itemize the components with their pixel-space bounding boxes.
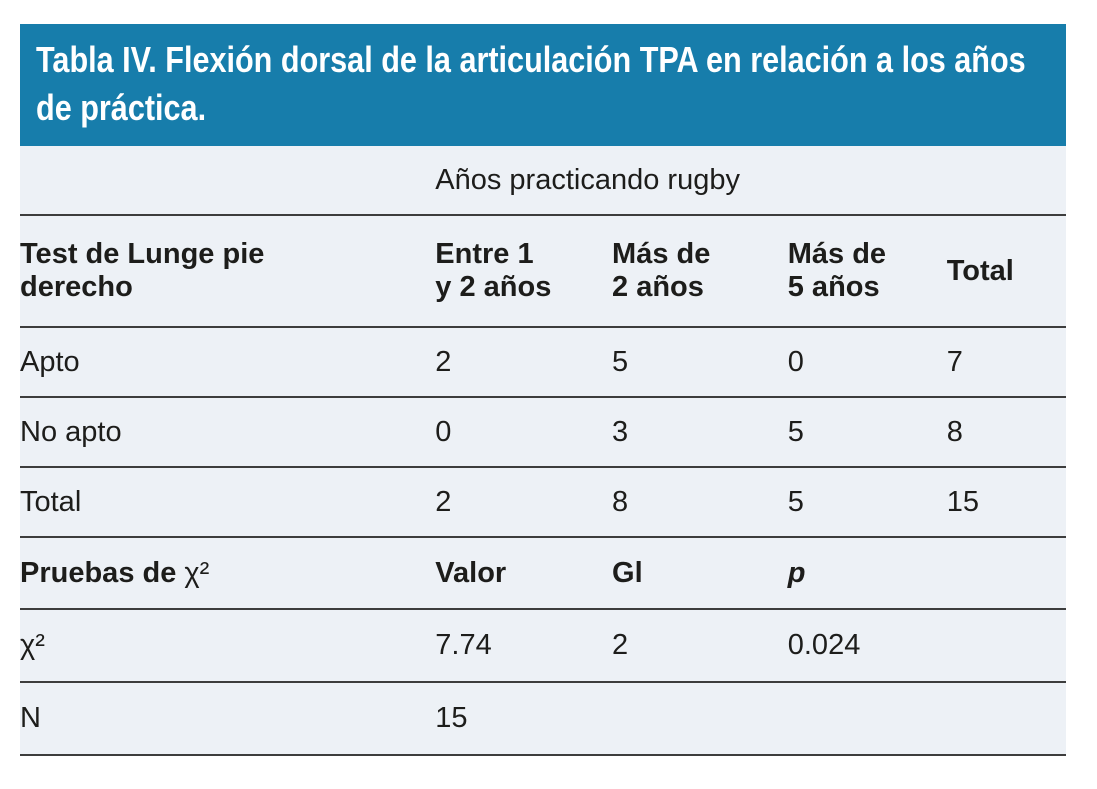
value-cell: 5 — [612, 345, 629, 378]
value-cell: 8 — [946, 415, 963, 448]
chi-header-gl: Gl — [612, 556, 643, 589]
value-cell — [947, 609, 1066, 682]
value-cell: 5 — [787, 415, 804, 448]
column-header-test-lunge: Test de Lunge pie derecho — [20, 238, 265, 303]
table-row-apto: Apto 2 5 0 7 — [20, 327, 1066, 397]
value-cell: 0.024 — [787, 629, 861, 661]
chi-symbol: χ² — [184, 556, 210, 589]
value-cell: 7 — [946, 345, 963, 378]
column-header-mas-2: Más de 2 años — [612, 238, 711, 303]
column-header-entre-1-2: Entre 1 y 2 años — [435, 238, 552, 303]
group-header-row: Años practicando rugby — [20, 146, 1066, 215]
value-cell — [612, 682, 788, 755]
value-cell: 2 — [435, 345, 452, 378]
chi-squared-header-row: Pruebas de χ² Valor Gl p — [20, 537, 1066, 609]
value-cell — [788, 682, 947, 755]
empty-cell — [947, 146, 1066, 215]
table-row-n: N 15 — [20, 682, 1066, 755]
value-cell — [947, 682, 1066, 755]
empty-cell — [947, 537, 1066, 609]
table-row-no-apto: No apto 0 3 5 8 — [20, 397, 1066, 467]
value-cell: 2 — [435, 485, 452, 518]
row-label-cell: χ² — [20, 629, 45, 661]
group-header-cell: Años practicando rugby — [435, 163, 740, 196]
chi-header-valor: Valor — [435, 556, 507, 589]
value-cell: 0 — [435, 415, 452, 448]
value-cell: 2 — [612, 629, 629, 661]
row-label-cell: Total — [20, 485, 82, 518]
row-label-cell: Apto — [20, 345, 80, 378]
table-card: Tabla IV. Flexión dorsal de la articulac… — [20, 24, 1066, 756]
chi-squared-header-label: Pruebas de χ² — [20, 537, 435, 609]
column-header-total: Total — [946, 254, 1014, 287]
chi-header-prefix: Pruebas de — [20, 556, 185, 589]
row-label-cell: N — [20, 702, 41, 734]
value-cell: 15 — [946, 485, 979, 518]
value-cell: 8 — [612, 485, 629, 518]
table-row-total: Total 2 8 5 15 — [20, 467, 1066, 537]
column-header-mas-5: Más de 5 años — [787, 238, 887, 303]
value-cell: 0 — [787, 345, 804, 378]
data-table: Años practicando rugby Test de Lunge pie… — [20, 146, 1066, 756]
row-label-cell: No apto — [20, 415, 122, 448]
table-row-chi-squared: χ² 7.74 2 0.024 — [20, 609, 1066, 682]
empty-cell — [20, 146, 435, 215]
table-title-bar: Tabla IV. Flexión dorsal de la articulac… — [20, 24, 1066, 146]
value-cell: 3 — [612, 415, 629, 448]
value-cell: 5 — [787, 485, 804, 518]
value-cell: 15 — [435, 702, 468, 734]
column-header-row: Test de Lunge pie derecho Entre 1 y 2 añ… — [20, 215, 1066, 327]
table-title: Tabla IV. Flexión dorsal de la articulac… — [36, 39, 1026, 128]
value-cell: 7.74 — [435, 629, 492, 661]
chi-header-p: p — [787, 556, 806, 589]
